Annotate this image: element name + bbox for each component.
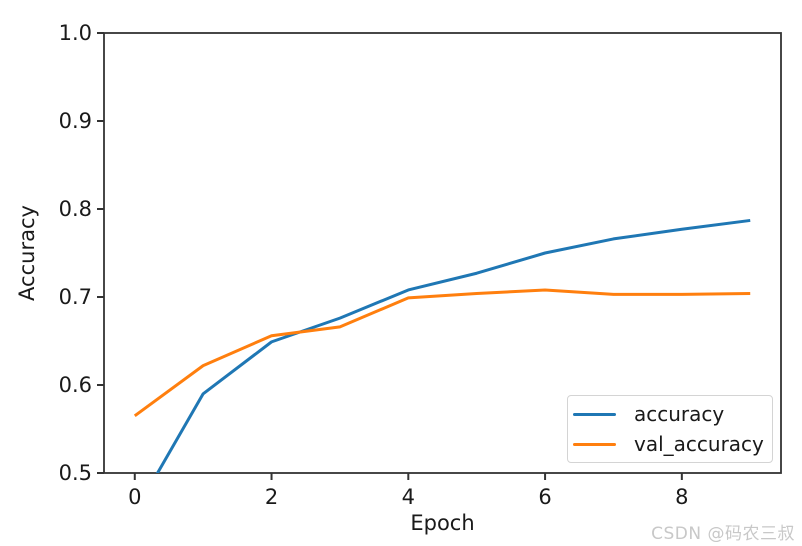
- x-tick-label: 6: [538, 485, 551, 509]
- legend-label-accuracy: accuracy: [634, 402, 725, 426]
- watermark: CSDN @码农三叔: [651, 524, 795, 544]
- series-line-accuracy: [155, 218, 751, 473]
- x-tick-label: 0: [128, 485, 141, 509]
- x-tick-label: 4: [402, 485, 415, 509]
- series-line-val_accuracy: [133, 288, 751, 418]
- legend-label-val-accuracy: val_accuracy: [634, 432, 764, 456]
- y-axis-label: Accuracy: [15, 205, 39, 301]
- y-tick-label: 0.9: [59, 109, 92, 133]
- accuracy-line-swatch: [573, 412, 616, 416]
- legend: accuracy val_accuracy: [567, 395, 773, 463]
- legend-item-val-accuracy: val_accuracy: [573, 429, 772, 459]
- x-tick-label: 8: [675, 485, 688, 509]
- legend-item-accuracy: accuracy: [573, 399, 772, 429]
- x-tick-label: 2: [265, 485, 278, 509]
- y-tick-label: 0.8: [59, 197, 92, 221]
- y-tick-label: 1.0: [59, 21, 92, 45]
- y-tick-label: 0.6: [59, 373, 92, 397]
- y-tick-label: 0.5: [59, 461, 92, 485]
- val-accuracy-line-swatch: [573, 442, 616, 446]
- plot-frame: [103, 32, 782, 474]
- y-tick-label: 0.7: [59, 285, 92, 309]
- x-axis-label: Epoch: [410, 511, 475, 535]
